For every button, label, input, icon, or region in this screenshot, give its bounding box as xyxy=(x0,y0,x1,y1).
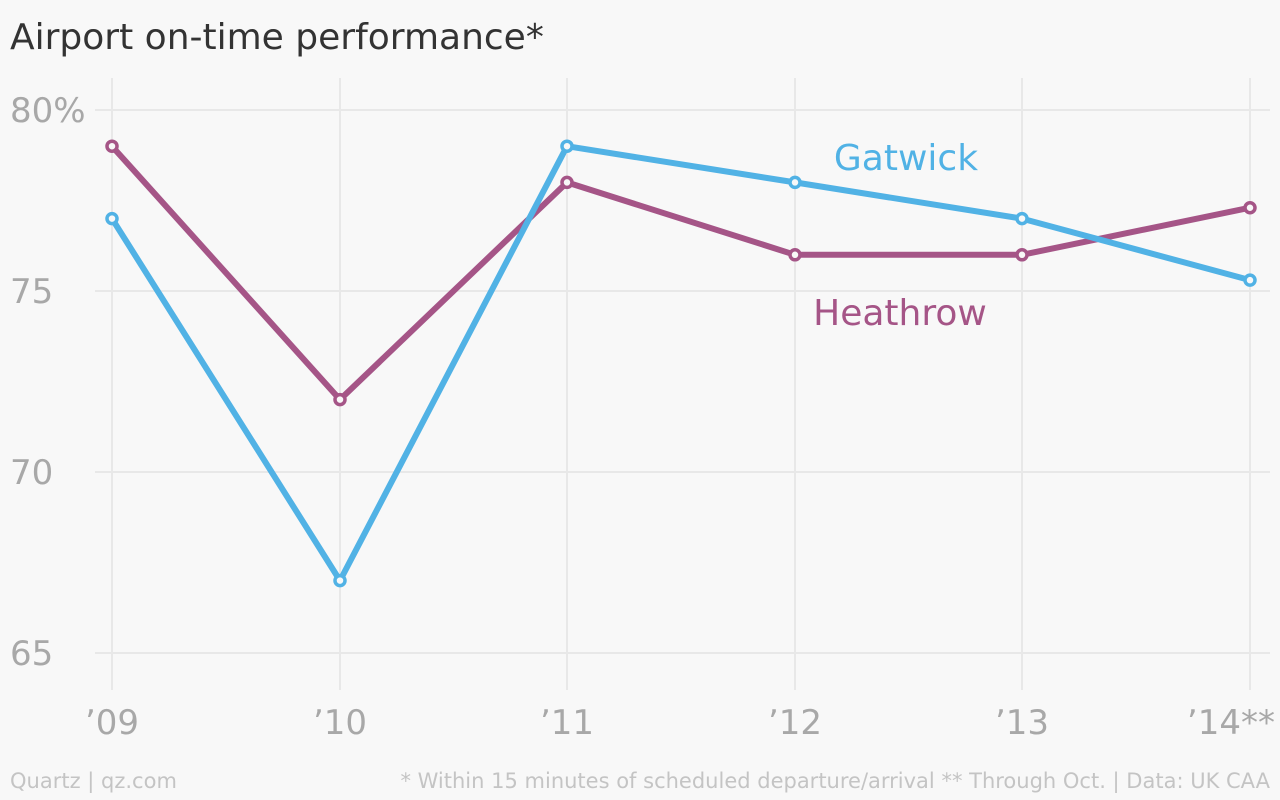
series-label-heathrow: Heathrow xyxy=(813,293,987,334)
data-point-heathrow xyxy=(1243,200,1257,215)
x-tick-label: ’11 xyxy=(540,703,594,743)
x-axis-ticks: ’09 ’10 ’11 ’12 ’13 ’14** xyxy=(85,703,1275,743)
y-tick-label: 75 xyxy=(10,272,53,312)
series-points xyxy=(105,139,1257,588)
data-point-gatwick xyxy=(788,175,802,190)
y-tick-label: 80% xyxy=(10,91,86,131)
grid-lines xyxy=(95,78,1270,690)
series-lines xyxy=(109,143,1253,584)
x-tick-label: ’09 xyxy=(85,703,139,743)
y-axis-ticks: 80% 75 70 65 xyxy=(10,91,86,674)
y-tick-label: 65 xyxy=(10,634,53,674)
x-tick-label: ’12 xyxy=(768,703,822,743)
x-tick-label: ’13 xyxy=(995,703,1049,743)
data-point-gatwick xyxy=(333,573,347,588)
data-point-heathrow xyxy=(105,139,119,153)
data-point-heathrow xyxy=(333,392,347,407)
series-label-gatwick: Gatwick xyxy=(834,138,978,179)
data-point-gatwick xyxy=(105,211,119,226)
data-point-gatwick xyxy=(1243,273,1257,287)
series-line-heathrow xyxy=(109,143,1253,403)
chart-title: Airport on-time performance* xyxy=(10,17,544,58)
x-tick-label: ’10 xyxy=(313,703,367,743)
data-point-gatwick xyxy=(560,139,574,153)
data-point-gatwick xyxy=(1015,211,1029,226)
series-line-gatwick xyxy=(109,143,1253,584)
data-point-heathrow xyxy=(560,175,574,190)
data-point-heathrow xyxy=(1015,248,1029,262)
y-tick-label: 70 xyxy=(10,453,53,493)
source-credit: Quartz | qz.com xyxy=(10,769,177,793)
series-labels: Gatwick Heathrow xyxy=(813,138,987,334)
footnote: * Within 15 minutes of scheduled departu… xyxy=(400,769,1270,793)
x-tick-label: ’14** xyxy=(1187,703,1275,743)
data-point-heathrow xyxy=(788,248,802,262)
